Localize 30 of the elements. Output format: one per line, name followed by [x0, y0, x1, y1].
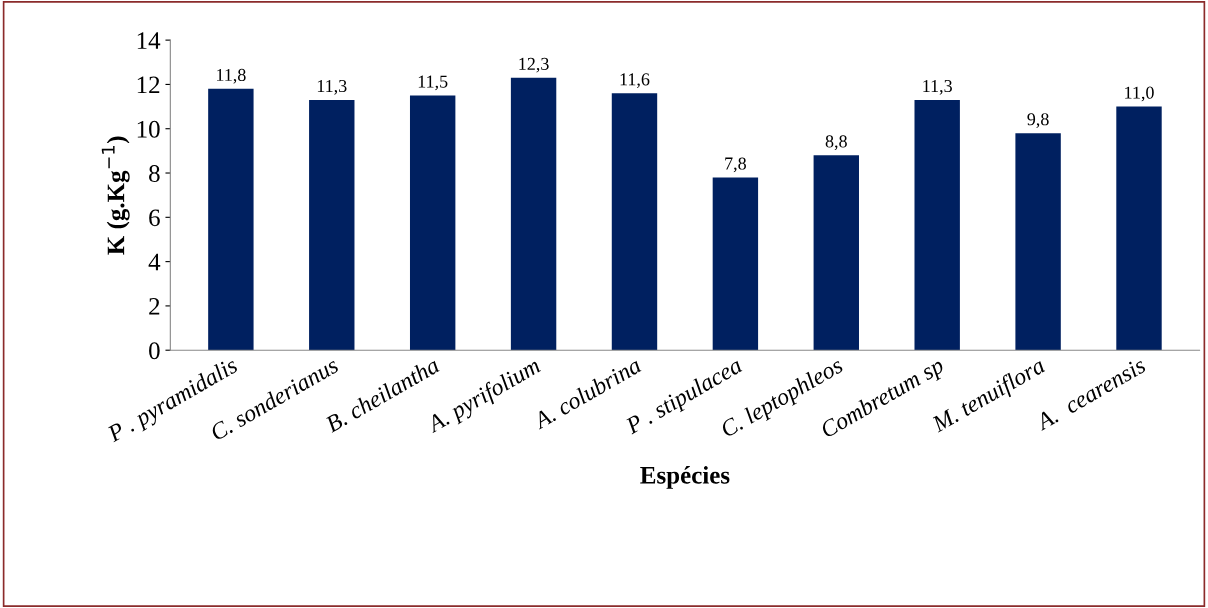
y-tick-label: 2	[149, 298, 160, 315]
bar	[611, 93, 658, 351]
data-label: 9,8	[1027, 113, 1049, 128]
bar	[1015, 133, 1061, 351]
bar	[208, 88, 254, 351]
data-label: 11,0	[1125, 86, 1154, 102]
y-tick-label: 0	[149, 342, 160, 360]
bar	[914, 99, 960, 351]
y-tick-label: 14	[137, 32, 161, 49]
bar	[409, 95, 456, 351]
y-tick-label: 10	[137, 120, 160, 138]
data-label: 11,3	[923, 79, 952, 95]
data-label: 7,8	[725, 157, 746, 173]
y-tick-label: 4	[148, 253, 161, 271]
y-tick-label: 6	[149, 209, 160, 227]
data-label: 11,6	[620, 73, 650, 89]
data-label: 11,5	[418, 75, 448, 91]
data-label: 11,3	[317, 79, 347, 95]
y-tick-label: 8	[149, 165, 160, 182]
bar	[1116, 106, 1162, 351]
y-tick-label: 12	[137, 76, 160, 94]
bar	[712, 177, 759, 351]
bar	[813, 155, 859, 351]
data-label: 8,8	[825, 135, 847, 151]
data-label: 12,3	[519, 57, 549, 73]
data-label: 11,8	[217, 68, 246, 84]
bar	[309, 99, 355, 351]
x-axis-title: Espécies	[640, 466, 730, 489]
bar	[510, 77, 557, 351]
y-axis-title: K (g.Kg$^{−1}$)	[101, 136, 130, 255]
